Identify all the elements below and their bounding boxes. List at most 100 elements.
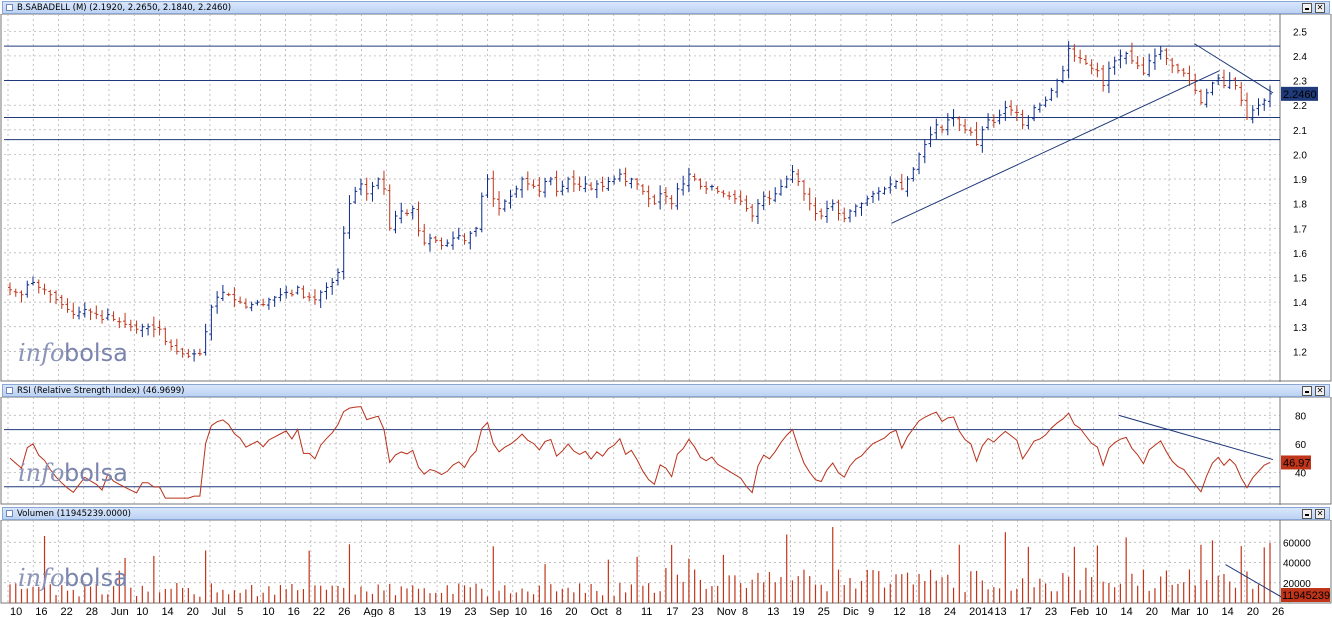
y-tick-label: 1.3: [1293, 323, 1307, 334]
y-tick-label: 2.2: [1293, 101, 1307, 112]
x-tick-label: 20: [565, 606, 577, 617]
minimize-button[interactable]: [1302, 386, 1312, 396]
rsi-last-label: 46.97: [1283, 457, 1311, 469]
y-tick-label: 1.9: [1293, 175, 1307, 186]
x-tick-label: 25: [818, 606, 830, 617]
trendline: [1194, 43, 1274, 94]
price-panel-header[interactable]: B.SABADELL (M) (2.1920, 2.2650, 2.1840, …: [2, 1, 1330, 14]
y-tick-label: 1.8: [1293, 200, 1307, 211]
rsi-panel-header[interactable]: RSI (Relative Strength Index) (46.9699) …: [2, 384, 1330, 397]
y-tick-label: 80: [1295, 411, 1307, 422]
watermark-bolsa: bolsa: [64, 564, 128, 592]
x-tick-label: Ago: [363, 606, 383, 617]
x-tick-label: 13: [767, 606, 779, 617]
watermark-bolsa: bolsa: [64, 339, 128, 367]
x-tick-label: 10: [262, 606, 274, 617]
x-tick-label: 10: [136, 606, 148, 617]
x-tick-label: 19: [792, 606, 804, 617]
x-tick-label: 18: [919, 606, 931, 617]
x-tick-label: 28: [86, 606, 98, 617]
close-button[interactable]: ✕: [1315, 3, 1325, 13]
close-button[interactable]: ✕: [1315, 386, 1325, 396]
x-tick-label: 12: [893, 606, 905, 617]
x-tick-label: 14: [161, 606, 173, 617]
x-tick-label: 22: [60, 606, 72, 617]
x-tick-label: 20: [1247, 606, 1259, 617]
x-tick-label: 14: [1121, 606, 1133, 617]
x-tick-label: Jun: [111, 606, 129, 617]
y-tick-label: 1.2: [1293, 347, 1307, 358]
rsi-last-badge: [1281, 455, 1311, 470]
x-tick-label: Dic: [843, 606, 859, 617]
x-tick-label: 26: [1272, 606, 1284, 617]
rsi-panel: RSI (Relative Strength Index) (46.9699) …: [0, 383, 1332, 505]
minimize-button[interactable]: [1302, 3, 1312, 13]
volume-last-badge: [1281, 588, 1330, 602]
price-chart: 1.2 1.3 1.4 1.5 1.6 1.7 1.8 1.9 2.0 2.1 2.2 2.3 2.4 2…: [0, 14, 1332, 382]
y-tick-label: 1.6: [1293, 249, 1307, 260]
x-tick-label: 16: [540, 606, 552, 617]
y-tick-label: 2.4: [1293, 52, 1307, 63]
x-tick-label: Feb: [1070, 606, 1089, 617]
x-tick-label: 10: [515, 606, 527, 617]
close-button[interactable]: ✕: [1315, 509, 1325, 519]
price-panel-title: B.SABADELL (M) (2.1920, 2.2650, 2.1840, …: [17, 3, 232, 13]
y-tick-label: 2.1: [1293, 126, 1307, 137]
y-tick-label: 60: [1295, 440, 1307, 451]
x-tick-label: 14: [1222, 606, 1234, 617]
x-tick-label: 16: [288, 606, 300, 617]
rsi-trendline: [1118, 414, 1274, 461]
x-tick-label: 5: [237, 606, 243, 617]
x-tick-label: Nov: [717, 606, 737, 617]
last-price-label: 2.2460: [1283, 89, 1317, 101]
price-panel: B.SABADELL (M) (2.1920, 2.2650, 2.1840, …: [0, 1, 1332, 382]
y-tick-label: 1.4: [1293, 298, 1307, 309]
x-tick-label: Jul: [212, 606, 226, 617]
y-tick-label: 40000: [1283, 559, 1311, 570]
x-tick-label: 17: [666, 606, 678, 617]
watermark-bolsa: bolsa: [64, 459, 128, 487]
x-tick-label: Oct: [591, 606, 608, 617]
y-tick-label: 60000: [1283, 538, 1311, 549]
x-tick-label: 20: [187, 606, 199, 617]
volume-chart: 20000 40000 60000 11945239 info bolsa 10 16 22 28…: [0, 520, 1332, 617]
panel-icon: [6, 510, 13, 517]
volume-trendline: [1225, 564, 1291, 603]
volume-panel: Volumen (11945239.0000) ✕ 20000 40000 6000…: [0, 506, 1332, 617]
y-tick-label: 40: [1295, 468, 1307, 479]
x-tick-label: 10: [1095, 606, 1107, 617]
watermark-info: info: [18, 564, 64, 592]
x-tick-label: 9: [868, 606, 874, 617]
x-tick-label: 2014: [969, 606, 993, 617]
x-tick-label: 20: [1146, 606, 1158, 617]
volume-panel-title: Volumen (11945239.0000): [17, 509, 131, 519]
panel-icon: [6, 387, 13, 394]
x-tick-label: 8: [616, 606, 622, 617]
trendline: [891, 70, 1220, 224]
x-tick-label: 26: [338, 606, 350, 617]
x-tick-label: 13: [994, 606, 1006, 617]
x-tick-label: 8: [389, 606, 395, 617]
rsi-line: [9, 406, 1271, 499]
y-tick-label: 2.5: [1293, 27, 1307, 38]
watermark-info: info: [18, 339, 64, 367]
x-tick-label: 11: [641, 606, 652, 617]
y-tick-label: 1.5: [1293, 274, 1307, 285]
x-tick-label: Sep: [490, 606, 510, 617]
x-tick-label: 23: [691, 606, 703, 617]
x-tick-label: 16: [35, 606, 47, 617]
x-tick-label: 24: [944, 606, 956, 617]
x-tick-label: 23: [1045, 606, 1057, 617]
x-tick-label: Mar: [1171, 606, 1190, 617]
minimize-button[interactable]: [1302, 509, 1312, 519]
rsi-panel-title: RSI (Relative Strength Index) (46.9699): [17, 386, 185, 396]
x-tick-label: 19: [439, 606, 451, 617]
x-tick-label: 10: [1196, 606, 1208, 617]
y-tick-label: 1.7: [1293, 224, 1307, 235]
y-tick-label: 2.3: [1293, 77, 1307, 88]
y-tick-label: 20000: [1283, 579, 1311, 590]
last-price-badge: [1281, 86, 1318, 101]
x-tick-label: 22: [313, 606, 325, 617]
volume-panel-header[interactable]: Volumen (11945239.0000) ✕: [2, 507, 1330, 520]
watermark-info: info: [18, 459, 64, 487]
